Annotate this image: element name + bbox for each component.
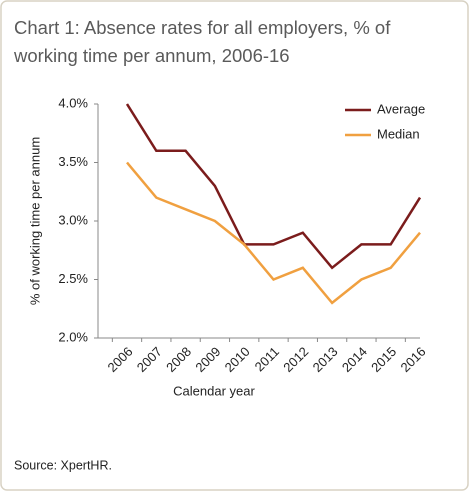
title-box: Chart 1: Absence rates for all employers… — [14, 17, 391, 66]
y-tick-label: 2.5% — [58, 271, 88, 286]
series-line — [126, 161, 421, 305]
y-tick-label: 2.0% — [58, 329, 88, 344]
y-tick-label: 3.0% — [58, 212, 88, 227]
chart-title: Chart 1: Absence rates for all employers… — [14, 17, 391, 66]
source: Source: XpertHR. — [14, 458, 112, 472]
y-tick-label: 3.5% — [58, 154, 88, 169]
y-tick-label: 4.0% — [58, 95, 88, 110]
legend-label: Median — [377, 126, 420, 141]
x-axis-label: Calendar year — [173, 383, 255, 398]
legend-label: Average — [377, 101, 425, 116]
y-axis-label: % of working time per annum — [27, 137, 42, 305]
series-line — [125, 103, 422, 270]
